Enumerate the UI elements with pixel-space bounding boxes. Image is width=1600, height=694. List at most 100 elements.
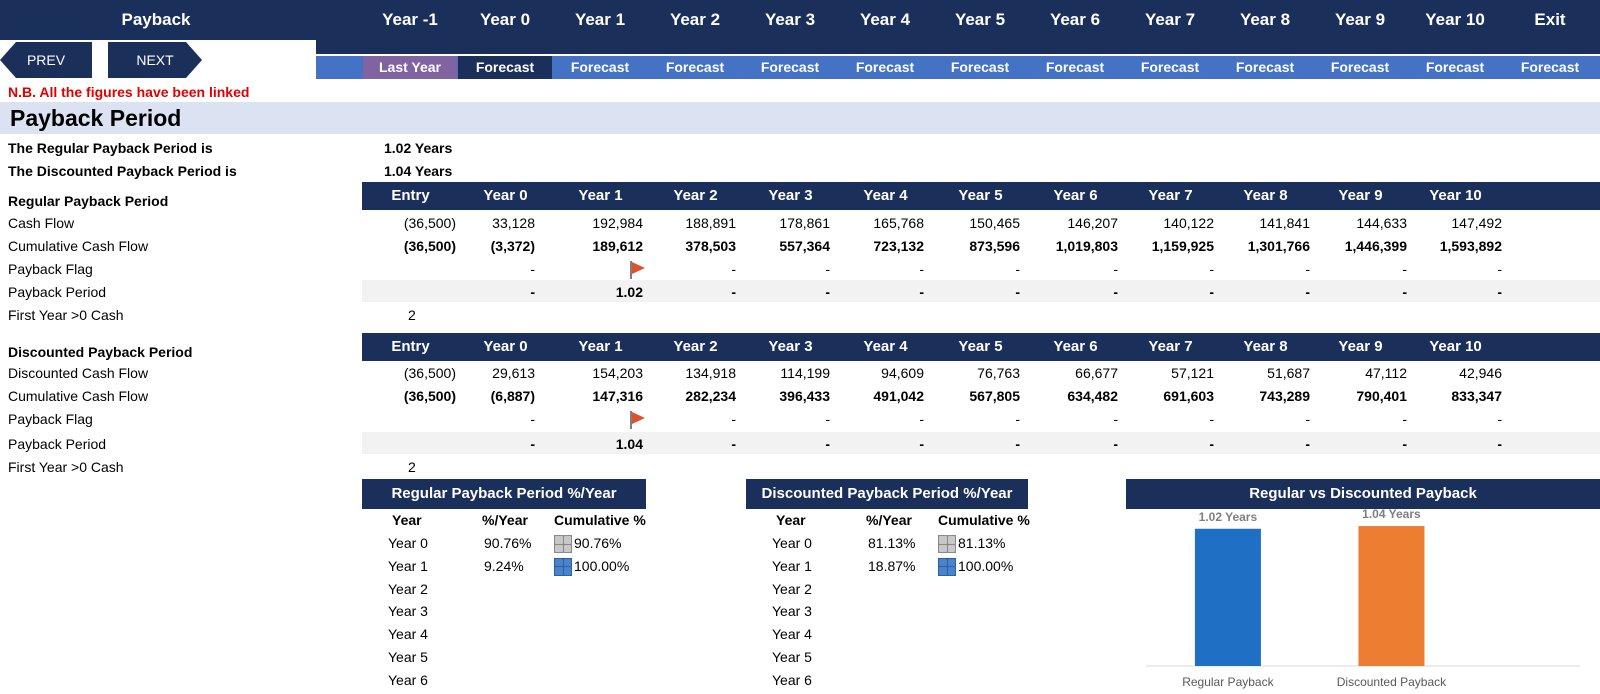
- chart-data-label: 1.04 Years: [1362, 508, 1421, 521]
- discounted-col-header: Year 2: [673, 338, 718, 355]
- prev-button[interactable]: PREV: [0, 42, 92, 78]
- discounted_pct-pct: 18.87%: [868, 557, 916, 574]
- grid-grey-icon: [938, 535, 956, 553]
- discounted_pct-year: Year 1: [772, 557, 812, 574]
- discounted-cell: -: [1305, 436, 1310, 452]
- regular_pct-year: Year 6: [388, 671, 428, 688]
- discounted-cell: -: [1402, 436, 1407, 452]
- discounted-cell: -: [1015, 411, 1020, 427]
- discounted-cell: 29,613: [492, 365, 535, 381]
- discounted-cell: 42,946: [1459, 365, 1502, 381]
- regular-cell: 141,841: [1259, 215, 1310, 231]
- chart-svg: 1.02 Years Regular Payback 1.04 Years Disco…: [1146, 507, 1580, 689]
- year-tab-year10[interactable]: Year 10: [1425, 10, 1485, 29]
- regular-cell: 1.02: [615, 284, 643, 300]
- regular-cell: 147,492: [1451, 215, 1502, 231]
- regular-cell: 188,891: [685, 215, 736, 231]
- regular_pct-cum: 100.00%: [574, 557, 630, 574]
- discounted-cell: 1.04: [615, 436, 643, 452]
- discounted_pct-year: Year 6: [772, 671, 812, 688]
- year-tab-year9[interactable]: Year 9: [1334, 10, 1386, 29]
- chart-bar-discounted-payback: [1358, 526, 1425, 666]
- discounted-col-header: Year 4: [863, 338, 908, 355]
- year-tab-year0[interactable]: Year 0: [479, 10, 531, 29]
- regular-cell: -: [1497, 261, 1502, 277]
- year-tab-year3[interactable]: Year 3: [764, 10, 816, 29]
- discounted-pct-table-title: Discounted Payback Period %/Year: [746, 479, 1028, 509]
- regular-col-header: Year 5: [958, 187, 1003, 204]
- discounted-cell: 114,199: [780, 365, 830, 381]
- forecast-label-12: Forecast: [1520, 59, 1580, 75]
- discounted-row-label: First Year >0 Cash: [8, 459, 124, 475]
- regular-cell: 378,503: [685, 238, 736, 254]
- year-tab-year2[interactable]: Year 2: [669, 10, 721, 29]
- regular_pct-header: Cumulative %: [554, 512, 646, 528]
- page-title: Payback Period: [10, 105, 182, 131]
- discounted-cell: -: [1497, 411, 1502, 427]
- year-tab-year7[interactable]: Year 7: [1144, 10, 1196, 29]
- regular-col-header: Year 7: [1148, 187, 1193, 204]
- year-tab-year8[interactable]: Year 8: [1239, 10, 1291, 29]
- discounted-cell: -: [530, 411, 535, 427]
- regular-cell: 150,465: [969, 215, 1020, 231]
- forecast-label-2: Forecast: [570, 59, 630, 75]
- regular-cell: -: [1015, 261, 1020, 277]
- forecast-label-bar: [316, 56, 1600, 79]
- regular_pct-year: Year 1: [388, 557, 428, 574]
- forecast-label-9: Forecast: [1235, 59, 1295, 75]
- discounted-cell: -: [1113, 411, 1118, 427]
- regular-cell: -: [731, 284, 736, 300]
- regular-payback-period-row-bg: [362, 280, 1600, 302]
- discounted-col-header: Year 1: [578, 338, 623, 355]
- regular-col-header: Year 1: [578, 187, 623, 204]
- discounted-col-header: Year 8: [1243, 338, 1288, 355]
- regular-cell: -: [1402, 284, 1407, 300]
- regular-cell: -: [1497, 284, 1502, 300]
- section-header: Payback Period: [0, 102, 1600, 134]
- discounted-cell: 567,805: [969, 388, 1020, 404]
- year-tab-year1[interactable]: Year 1: [574, 10, 626, 29]
- discounted-cell: -: [825, 436, 830, 452]
- discounted-cell: 47,112: [1365, 365, 1407, 381]
- forecast-label-8: Forecast: [1140, 59, 1200, 75]
- year-tab-year4[interactable]: Year 4: [859, 10, 911, 29]
- discounted-header-bar: [362, 333, 1600, 361]
- discounted-summary-value: 1.04 Years: [384, 163, 453, 179]
- top-nav-bar: [0, 0, 1600, 40]
- discounted-cell: -: [1305, 411, 1310, 427]
- regular-row-label: First Year >0 Cash: [8, 307, 124, 323]
- exit-button[interactable]: Exit: [1534, 10, 1566, 29]
- regular-cell: -: [1305, 261, 1310, 277]
- regular-col-header: Year 3: [768, 187, 813, 204]
- year-tab-yearminus1[interactable]: Year -1: [382, 10, 438, 29]
- regular-cell: -: [919, 284, 924, 300]
- year-tab-year5[interactable]: Year 5: [954, 10, 1006, 29]
- chart-category-label: Discounted Payback: [1337, 675, 1447, 689]
- regular_pct-year: Year 4: [388, 626, 428, 643]
- regular-col-header: Year 8: [1243, 187, 1288, 204]
- regular-cell: -: [1113, 284, 1118, 300]
- discounted-cell: 76,763: [977, 365, 1020, 381]
- regular-cell: 1,301,766: [1247, 238, 1310, 254]
- regular-summary-label: The Regular Payback Period is: [8, 140, 213, 156]
- discounted-cell: 51,687: [1267, 365, 1310, 381]
- regular-col-header: Entry: [391, 187, 430, 204]
- forecast-label-1: Forecast: [458, 56, 552, 79]
- next-button[interactable]: NEXT: [108, 42, 202, 78]
- regular-cell: 557,364: [779, 238, 830, 254]
- regular_pct-header: %/Year: [482, 512, 528, 528]
- forecast-label-5: Forecast: [855, 59, 915, 75]
- regular-cell: 192,984: [592, 215, 643, 231]
- discounted-cell: 94,609: [881, 365, 924, 381]
- discounted-cell: 154,203: [592, 365, 643, 381]
- discounted-cell: 147,316: [592, 388, 643, 404]
- regular-cell: 146,207: [1067, 215, 1118, 231]
- discounted-cell: -: [1113, 436, 1118, 452]
- regular-cell: 873,596: [969, 238, 1020, 254]
- regular-cell: -: [825, 261, 830, 277]
- regular-row-label: Cumulative Cash Flow: [8, 238, 149, 254]
- discounted_pct-pct: 81.13%: [868, 535, 916, 551]
- discounted-cell: 790,401: [1356, 388, 1407, 404]
- year-tab-year6[interactable]: Year 6: [1049, 10, 1101, 29]
- discounted-cell: 634,482: [1067, 388, 1118, 404]
